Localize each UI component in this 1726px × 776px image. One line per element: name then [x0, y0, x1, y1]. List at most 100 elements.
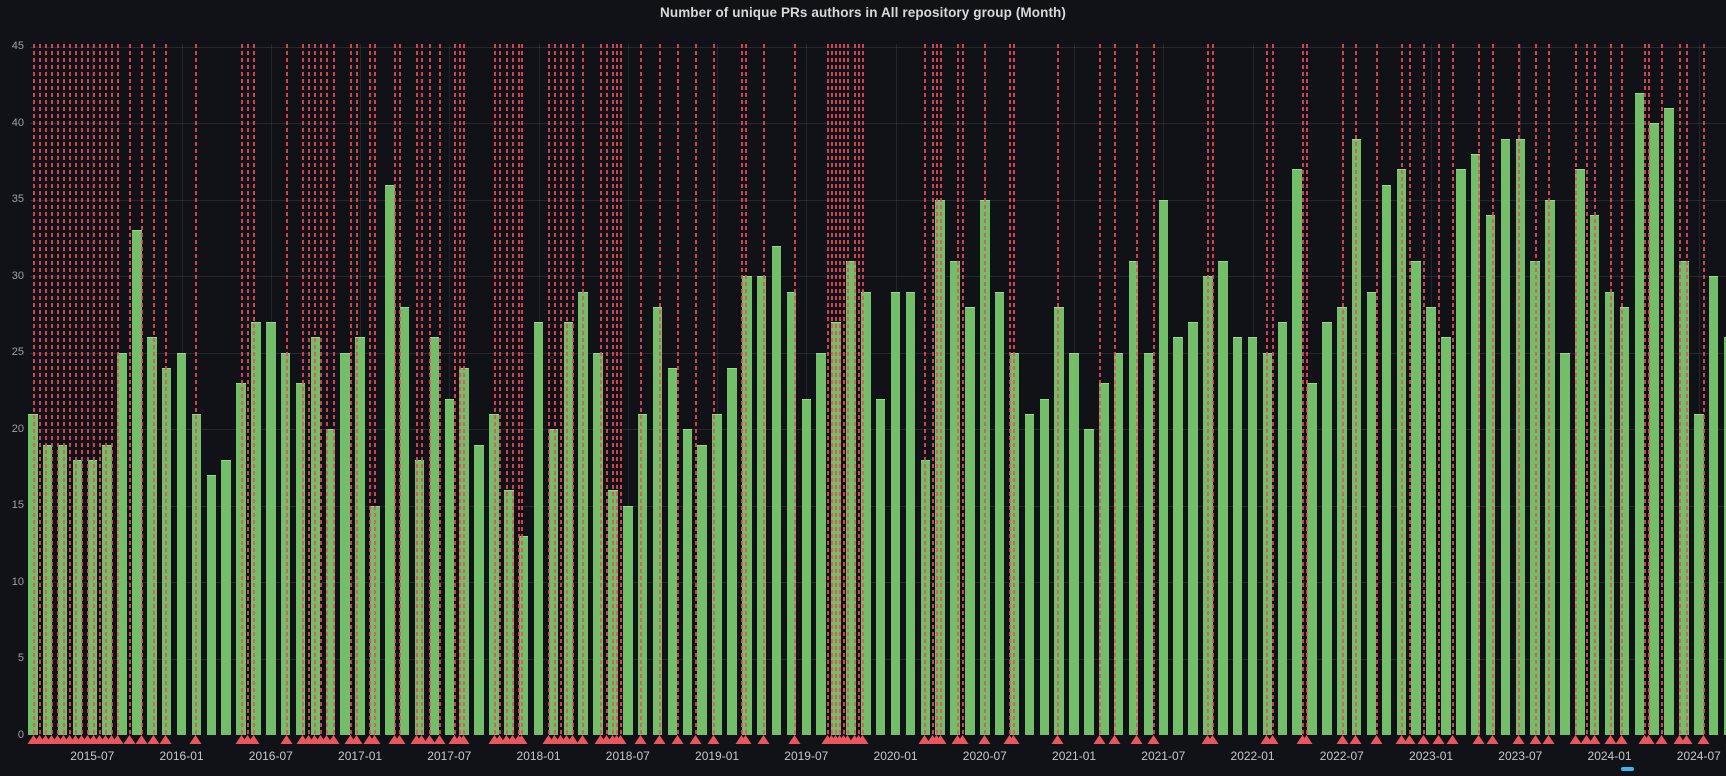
- bar[interactable]: [1366, 291, 1377, 735]
- annotation-marker[interactable]: [1266, 735, 1279, 744]
- bar[interactable]: [1604, 291, 1615, 735]
- annotation-marker[interactable]: [1697, 735, 1710, 744]
- bar[interactable]: [87, 459, 98, 735]
- annotation-marker[interactable]: [515, 735, 528, 744]
- bar[interactable]: [1247, 337, 1258, 735]
- bar[interactable]: [1723, 337, 1726, 735]
- bar[interactable]: [295, 383, 306, 735]
- annotation-marker[interactable]: [433, 735, 446, 744]
- bar[interactable]: [1634, 92, 1645, 735]
- bar[interactable]: [1619, 306, 1630, 735]
- bar[interactable]: [1024, 413, 1035, 735]
- bar[interactable]: [637, 413, 648, 735]
- annotation-marker[interactable]: [1007, 735, 1020, 744]
- bar[interactable]: [890, 291, 901, 735]
- bar[interactable]: [206, 475, 217, 735]
- bar[interactable]: [994, 291, 1005, 735]
- bar[interactable]: [489, 413, 499, 735]
- bar[interactable]: [667, 368, 678, 735]
- bar[interactable]: [801, 398, 812, 735]
- bar[interactable]: [756, 276, 767, 735]
- bar[interactable]: [846, 261, 856, 735]
- bar[interactable]: [176, 352, 187, 735]
- bar[interactable]: [1277, 322, 1288, 735]
- annotation-marker[interactable]: [788, 735, 801, 744]
- bar[interactable]: [28, 413, 38, 735]
- bar[interactable]: [1649, 123, 1659, 735]
- annotation-marker[interactable]: [280, 735, 293, 744]
- bar[interactable]: [1337, 306, 1347, 735]
- bar[interactable]: [1560, 352, 1570, 735]
- bar[interactable]: [340, 352, 350, 735]
- annotation-marker[interactable]: [841, 735, 854, 744]
- panel-title[interactable]: Number of unique PRs authors in All repo…: [660, 5, 1066, 20]
- bar[interactable]: [117, 352, 127, 735]
- annotation-marker[interactable]: [1395, 735, 1408, 744]
- bar[interactable]: [1664, 108, 1674, 735]
- bar[interactable]: [385, 184, 395, 735]
- bar[interactable]: [221, 459, 231, 735]
- bar[interactable]: [355, 337, 365, 735]
- bar[interactable]: [57, 444, 68, 735]
- bar[interactable]: [1426, 306, 1436, 735]
- bar[interactable]: [1054, 306, 1064, 735]
- annotation-marker[interactable]: [1680, 735, 1693, 744]
- bar[interactable]: [1322, 322, 1332, 735]
- bar[interactable]: [905, 291, 916, 735]
- bar[interactable]: [325, 429, 336, 735]
- annotation-marker[interactable]: [1580, 735, 1593, 744]
- annotation-marker[interactable]: [739, 735, 752, 744]
- bar[interactable]: [1485, 215, 1496, 735]
- bar[interactable]: [1113, 352, 1124, 735]
- bar[interactable]: [1143, 352, 1154, 735]
- bar[interactable]: [1232, 337, 1243, 735]
- annotation-marker[interactable]: [1108, 735, 1121, 744]
- annotation-marker[interactable]: [918, 735, 931, 744]
- bar[interactable]: [682, 429, 693, 735]
- bar[interactable]: [786, 291, 797, 735]
- bar[interactable]: [132, 230, 142, 735]
- bar[interactable]: [548, 429, 559, 735]
- annotation-marker[interactable]: [135, 735, 148, 744]
- annotation-marker[interactable]: [1588, 735, 1601, 744]
- bar[interactable]: [429, 337, 440, 735]
- bar[interactable]: [771, 245, 782, 735]
- annotation-marker[interactable]: [1542, 735, 1555, 744]
- bar[interactable]: [1218, 261, 1228, 735]
- annotation-marker[interactable]: [1673, 735, 1686, 744]
- bar[interactable]: [444, 398, 455, 735]
- bar[interactable]: [1545, 199, 1555, 735]
- annotation-marker[interactable]: [566, 735, 579, 744]
- annotation-marker[interactable]: [393, 735, 406, 744]
- bar[interactable]: [652, 306, 663, 735]
- bar[interactable]: [861, 291, 871, 735]
- bar[interactable]: [1307, 383, 1317, 735]
- annotation-marker[interactable]: [934, 735, 947, 744]
- annotation-marker[interactable]: [247, 735, 260, 744]
- bar[interactable]: [1188, 322, 1198, 735]
- annotation-marker[interactable]: [1147, 735, 1160, 744]
- bar[interactable]: [266, 322, 276, 735]
- annotation-marker[interactable]: [457, 735, 470, 744]
- bar[interactable]: [727, 368, 737, 735]
- bar[interactable]: [1411, 261, 1421, 735]
- bar[interactable]: [1694, 413, 1704, 735]
- bar[interactable]: [280, 352, 291, 735]
- bar[interactable]: [1441, 337, 1451, 735]
- annotation-marker[interactable]: [1403, 735, 1416, 744]
- annotation-marker[interactable]: [1569, 735, 1582, 744]
- annotation-marker[interactable]: [1529, 735, 1542, 744]
- bar[interactable]: [251, 322, 261, 735]
- annotation-marker[interactable]: [576, 735, 589, 744]
- bar[interactable]: [593, 352, 603, 735]
- annotation-marker[interactable]: [1446, 735, 1459, 744]
- annotation-marker[interactable]: [1432, 735, 1445, 744]
- annotation-marker[interactable]: [978, 735, 991, 744]
- annotation-marker[interactable]: [123, 735, 136, 744]
- bar[interactable]: [1470, 154, 1481, 735]
- annotation-marker[interactable]: [671, 735, 684, 744]
- annotation-marker[interactable]: [1130, 735, 1143, 744]
- bar[interactable]: [1128, 261, 1139, 735]
- bar[interactable]: [950, 261, 960, 735]
- bar[interactable]: [697, 444, 707, 735]
